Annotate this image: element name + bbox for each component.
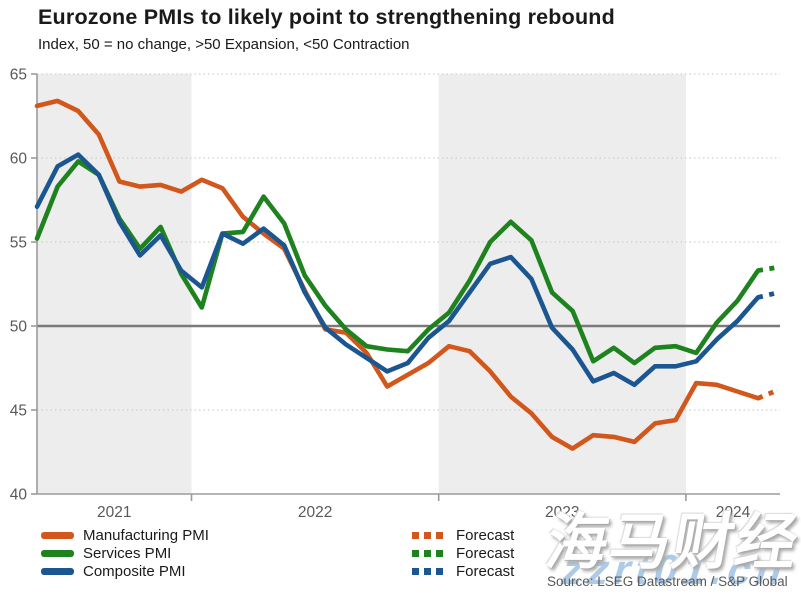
composite-forecast-swatch (412, 568, 444, 575)
svg-text:60: 60 (10, 151, 28, 168)
services-forecast-swatch (412, 550, 444, 557)
svg-text:65: 65 (10, 67, 27, 84)
manufacturing-forecast-label: Forecast (456, 527, 515, 544)
legend-row-forecast-composite: Forecast (412, 563, 515, 580)
svg-text:50: 50 (10, 319, 28, 336)
chart-title: Eurozone PMIs to likely point to strengt… (38, 5, 615, 29)
svg-text:2023: 2023 (545, 504, 579, 521)
services-legend-label: Services PMI (83, 545, 172, 562)
services-line-swatch (41, 550, 74, 557)
svg-text:55: 55 (10, 235, 27, 252)
legend-row-forecast-manufacturing: Forecast (412, 527, 515, 544)
svg-text:2022: 2022 (298, 504, 332, 521)
composite-line-swatch (41, 568, 74, 575)
legend-row-manufacturing: Manufacturing PMI (41, 527, 209, 544)
manufacturing-legend-label: Manufacturing PMI (83, 527, 209, 544)
chart-subtitle: Index, 50 = no change, >50 Expansion, <5… (38, 36, 410, 53)
legend-row-composite: Composite PMI (41, 563, 209, 580)
legend-forecast: Forecast Forecast Forecast (412, 527, 515, 580)
manufacturing-line-swatch (41, 532, 74, 539)
composite-forecast-label: Forecast (456, 563, 515, 580)
svg-text:2021: 2021 (97, 504, 131, 521)
svg-text:40: 40 (10, 487, 28, 504)
services-forecast-label: Forecast (456, 545, 515, 562)
source-credit: Source: LSEG Datastream / S&P Global (547, 574, 788, 589)
composite-legend-label: Composite PMI (83, 563, 186, 580)
legend-row-services: Services PMI (41, 545, 209, 562)
legend-row-forecast-services: Forecast (412, 545, 515, 562)
legend-series: Manufacturing PMI Services PMI Composite… (41, 527, 209, 580)
pmi-line-chart: 40 45 50 55 60 65 2021 2022 2023 2024 (10, 67, 780, 521)
watermark-cn-text: 海马财经 (541, 508, 801, 576)
svg-text:2024: 2024 (716, 504, 751, 521)
manufacturing-forecast-swatch (412, 532, 444, 539)
svg-text:45: 45 (10, 403, 27, 420)
